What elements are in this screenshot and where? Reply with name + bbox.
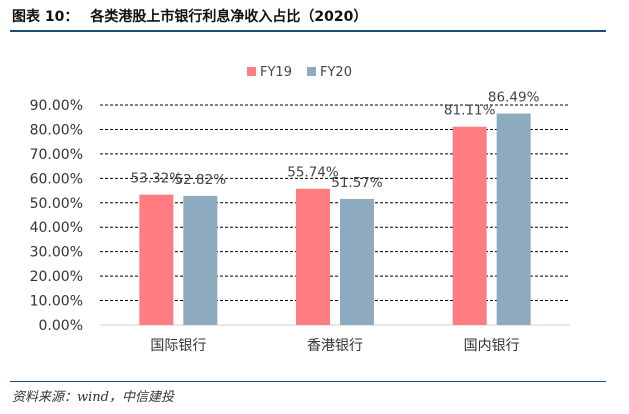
bar-chart: 0.00% 10.00% 20.00% 30.00% 40.00% 50.00% 60.00… [30, 65, 570, 354]
figure-title: 各类港股上市银行利息净收入占比（2020） [90, 9, 368, 25]
bar-fy19 [296, 188, 330, 325]
x-tick-label: 国内银行 [464, 338, 520, 354]
bar-fy20 [496, 113, 531, 325]
figure-header: 图表 10： 各类港股上市银行利息净收入占比（2020） [12, 6, 606, 28]
top-rule [10, 30, 606, 32]
y-tick-label: 50.00% [30, 196, 83, 212]
y-tick-label: 40.00% [30, 220, 83, 236]
legend-label: FY19 [260, 65, 292, 80]
data-label: 81.11% [444, 103, 496, 119]
y-tick-label: 20.00% [30, 269, 83, 285]
bar-fy19 [139, 194, 174, 325]
y-tick-label: 70.00% [30, 147, 83, 163]
y-tick-label: 10.00% [30, 294, 83, 310]
legend-swatch-fy19 [247, 67, 256, 76]
bar-fy20 [183, 195, 218, 325]
legend-swatch-fy20 [307, 67, 316, 76]
y-tick-label: 80.00% [30, 122, 83, 138]
x-tick-label: 香港银行 [307, 338, 363, 354]
data-label: 55.74% [287, 165, 339, 181]
bar-fy20 [340, 198, 374, 325]
y-tick-label: 0.00% [39, 318, 83, 334]
data-label: 51.57% [331, 175, 383, 191]
data-label: 52.82% [175, 172, 227, 188]
bar-fy19 [452, 126, 487, 325]
y-tick-label: 90.00% [30, 98, 83, 114]
source-note: 资料来源：wind，中信建投 [12, 390, 174, 405]
data-label: 53.32% [131, 171, 183, 187]
y-tick-label: 30.00% [30, 245, 83, 261]
x-tick-label: 国际银行 [150, 338, 206, 354]
bottom-rule [10, 381, 606, 382]
data-label: 86.49% [488, 90, 540, 106]
figure-label: 图表 10： [12, 9, 79, 25]
y-tick-label: 60.00% [30, 171, 83, 187]
legend-label: FY20 [320, 65, 352, 80]
